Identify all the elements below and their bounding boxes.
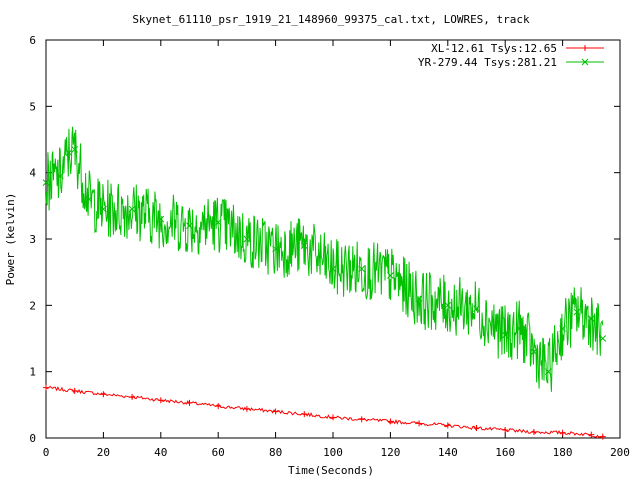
series-yr-point xyxy=(214,219,222,226)
series-yr-line xyxy=(45,126,604,392)
legend-marker-yr xyxy=(581,58,589,66)
series-yr-point xyxy=(544,368,552,376)
series-yr xyxy=(42,126,607,392)
series-xl-point xyxy=(530,429,537,436)
series-xl-point xyxy=(301,411,308,418)
series-yr-point xyxy=(272,245,279,253)
series-xl-point xyxy=(215,403,222,410)
y-tick-label: 4 xyxy=(29,167,36,180)
legend-label-yr: YR-279.44 Tsys:281.21 xyxy=(418,56,557,69)
y-tick-label: 3 xyxy=(29,233,36,246)
series-xl-point xyxy=(243,405,250,412)
series-yr-point xyxy=(329,265,337,273)
series-xl-point xyxy=(330,414,336,421)
series-xl xyxy=(43,384,606,440)
series-yr-point xyxy=(415,295,423,303)
x-tick-label: 200 xyxy=(610,446,630,459)
legend-marker-xl xyxy=(582,45,588,51)
y-tick-label: 2 xyxy=(29,299,36,312)
series-xl-point xyxy=(43,384,49,391)
series-yr-point xyxy=(573,308,581,316)
series-yr-point xyxy=(157,215,165,223)
x-tick-label: 80 xyxy=(269,446,282,459)
series-xl-point xyxy=(559,429,566,436)
x-tick-label: 60 xyxy=(212,446,225,459)
legend: XL-12.61 Tsys:12.65 YR-279.44 Tsys:281.2… xyxy=(418,42,604,69)
series-xl-point xyxy=(502,427,509,434)
series-yr-point xyxy=(243,235,251,243)
series-yr-point xyxy=(186,222,193,230)
series-yr-point xyxy=(56,172,64,180)
series-yr-point xyxy=(128,205,136,213)
series-yr-point xyxy=(501,331,509,339)
x-tick-label: 0 xyxy=(43,446,50,459)
series-xl-point xyxy=(272,408,279,415)
x-tick-label: 140 xyxy=(438,446,458,459)
series-yr-point xyxy=(358,265,366,273)
series-yr-point xyxy=(516,325,523,332)
series-xl-point xyxy=(473,425,480,432)
series-yr-point xyxy=(473,305,480,313)
series-xl-line xyxy=(45,385,604,439)
series-xl-point xyxy=(100,391,107,398)
y-tick-label: 1 xyxy=(29,366,36,379)
series-yr-point xyxy=(387,272,394,279)
series-yr-point xyxy=(587,315,595,322)
series-xl-point xyxy=(387,418,394,425)
series-yr-point xyxy=(559,325,566,332)
legend-label-xl: XL-12.61 Tsys:12.65 xyxy=(431,42,557,55)
series-yr-point xyxy=(444,301,452,309)
series-yr-point xyxy=(599,335,607,342)
axis-ticks: 0 20 40 60 80 100 120 140 160 180 200 0 1 2 3 4 5 6 xyxy=(29,34,630,459)
series-xl-point xyxy=(157,397,164,404)
series-xl-point xyxy=(71,387,78,394)
series-layer xyxy=(42,126,607,440)
series-yr-point xyxy=(42,179,50,186)
x-tick-label: 120 xyxy=(380,446,400,459)
y-tick-label: 0 xyxy=(29,432,36,445)
series-yr-point xyxy=(65,149,73,157)
x-tick-label: 40 xyxy=(154,446,167,459)
y-tick-label: 5 xyxy=(29,100,36,113)
series-yr-point xyxy=(530,348,538,356)
x-tick-label: 180 xyxy=(553,446,573,459)
x-tick-label: 100 xyxy=(323,446,343,459)
x-tick-label: 20 xyxy=(97,446,110,459)
series-yr-point xyxy=(71,146,79,153)
series-xl-point xyxy=(444,422,451,429)
series-xl-point xyxy=(186,399,193,406)
chart-title: Skynet_61110_psr_1919_21_148960_99375_ca… xyxy=(132,13,530,26)
series-xl-point xyxy=(358,416,365,423)
series-yr-point xyxy=(100,205,107,213)
series-xl-point xyxy=(588,431,595,438)
x-tick-label: 160 xyxy=(495,446,515,459)
y-axis-label: Power (kelvin) xyxy=(4,193,17,286)
x-axis-label: Time(Seconds) xyxy=(288,464,374,477)
series-xl-point xyxy=(599,433,606,440)
series-xl-point xyxy=(129,393,136,400)
series-yr-point xyxy=(300,242,308,249)
series-xl-point xyxy=(416,420,423,427)
y-tick-label: 6 xyxy=(29,34,36,47)
series-yr-point xyxy=(85,195,93,203)
